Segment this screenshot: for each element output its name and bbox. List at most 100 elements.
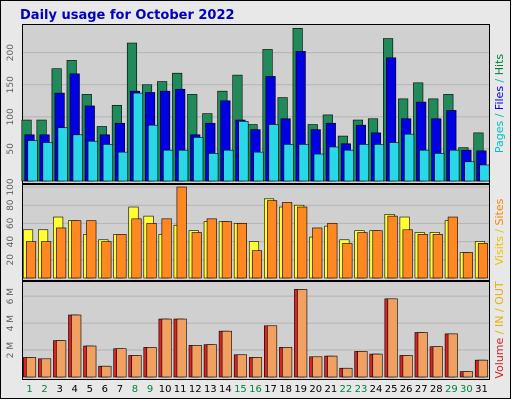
bar-sites-day-20 bbox=[312, 227, 323, 279]
legend-entry: Sites bbox=[493, 198, 506, 225]
bar-pages-day-9 bbox=[147, 124, 159, 182]
bar-out-day-20 bbox=[312, 356, 323, 378]
x-tick-label: 6 bbox=[102, 384, 108, 395]
bar-out-day-1 bbox=[25, 357, 37, 378]
bar-out-day-5 bbox=[86, 345, 97, 378]
x-tick-label: 4 bbox=[72, 384, 78, 395]
x-tick-label: 1 bbox=[26, 384, 32, 395]
bar-pages-day-31 bbox=[479, 164, 490, 182]
bar-out-day-18 bbox=[282, 347, 293, 378]
bar-sites-day-3 bbox=[56, 227, 67, 279]
bar-pages-day-17 bbox=[268, 124, 279, 182]
bar-sites-day-25 bbox=[387, 215, 398, 279]
y-tick-label: 6 M bbox=[6, 288, 16, 304]
bar-pages-day-15 bbox=[238, 121, 249, 182]
bar-pages-day-19 bbox=[298, 144, 309, 182]
bar-out-day-17 bbox=[267, 325, 278, 378]
x-tick-label: 9 bbox=[147, 384, 153, 395]
y-tick-label: 40 bbox=[6, 236, 16, 248]
bar-sites-day-11 bbox=[176, 186, 187, 279]
legend-entry: Visits bbox=[493, 236, 506, 265]
y-tick-label: 150 bbox=[6, 76, 16, 93]
bar-sites-day-29 bbox=[447, 216, 458, 279]
bar-pages-day-1 bbox=[27, 140, 38, 182]
bar-sites-day-15 bbox=[236, 223, 247, 279]
bar-pages-day-24 bbox=[373, 144, 385, 182]
bar-pages-day-10 bbox=[163, 149, 174, 182]
x-tick-label: 5 bbox=[87, 384, 93, 395]
bar-pages-day-18 bbox=[283, 144, 294, 182]
chart-panels: 50 100 150 200 Pages / Files / Hits 20 40 60 80 1… bbox=[6, 24, 506, 380]
x-tick-label: 8 bbox=[132, 384, 138, 395]
bar-pages-day-20 bbox=[313, 153, 324, 182]
bar-out-day-9 bbox=[146, 347, 157, 378]
bar-out-day-15 bbox=[236, 354, 247, 378]
x-tick-label: 16 bbox=[249, 384, 262, 395]
x-tick-label: 29 bbox=[445, 384, 458, 395]
legend-entry: Volume bbox=[493, 337, 506, 378]
y-tick-label: 80 bbox=[6, 199, 16, 211]
legend-entry: / bbox=[493, 305, 506, 316]
bar-pages-day-26 bbox=[404, 133, 415, 182]
bar-out-day-29 bbox=[447, 333, 458, 378]
legend-entry: / bbox=[493, 327, 506, 338]
x-tick-label: 15 bbox=[234, 384, 247, 395]
x-tick-label: 2 bbox=[41, 384, 47, 395]
x-tick-label: 24 bbox=[370, 384, 383, 395]
bar-pages-day-7 bbox=[117, 151, 128, 182]
bar-sites-day-19 bbox=[297, 206, 308, 279]
legend-entry: Hits bbox=[493, 54, 506, 76]
bar-pages-day-23 bbox=[358, 144, 370, 182]
x-tick-label: 30 bbox=[460, 384, 473, 395]
bar-pages-day-5 bbox=[87, 140, 98, 182]
bar-out-day-22 bbox=[342, 367, 353, 378]
x-tick-label: 23 bbox=[355, 384, 368, 395]
bar-pages-day-3 bbox=[57, 127, 68, 182]
bar-sites-day-9 bbox=[146, 223, 157, 279]
bar-pages-day-14 bbox=[223, 149, 234, 182]
y-tick-label: 4 M bbox=[6, 315, 16, 331]
x-tick-label: 20 bbox=[309, 384, 322, 395]
panel-top-legend-label: Pages / Files / Hits bbox=[493, 54, 506, 154]
bar-pages-day-16 bbox=[253, 151, 264, 182]
bar-out-day-2 bbox=[41, 358, 52, 378]
bar-sites-day-22 bbox=[342, 243, 353, 279]
y-tick-label: 60 bbox=[6, 217, 16, 229]
x-tick-label: 11 bbox=[174, 384, 187, 395]
y-tick-label: 100 bbox=[6, 108, 16, 125]
bar-out-day-10 bbox=[161, 318, 172, 378]
x-tick-label: 21 bbox=[324, 384, 337, 395]
bar-sites-day-7 bbox=[116, 234, 127, 279]
x-tick-label: 18 bbox=[279, 384, 292, 395]
panel-bottom-legend-label: Volume / IN / OUT bbox=[493, 281, 506, 379]
bar-out-day-30 bbox=[462, 371, 473, 378]
bar-pages-day-11 bbox=[178, 149, 189, 182]
bar-pages-day-13 bbox=[208, 153, 219, 182]
bar-out-day-23 bbox=[357, 351, 368, 378]
y-tick-label: 100 bbox=[6, 178, 16, 195]
bar-out-day-4 bbox=[71, 314, 82, 378]
x-tick-label: 12 bbox=[189, 384, 202, 395]
bar-sites-day-14 bbox=[221, 221, 232, 279]
bar-pages-day-22 bbox=[343, 149, 354, 182]
y-tick-label: 20 bbox=[6, 254, 16, 266]
panel-middle-legend-label: Visits / Sites bbox=[493, 198, 506, 265]
y-tick-label: 2 M bbox=[6, 342, 16, 358]
bar-out-day-21 bbox=[327, 355, 338, 378]
bar-sites-day-26 bbox=[402, 229, 413, 279]
bar-sites-day-12 bbox=[191, 232, 202, 279]
panel-middle: 20 40 60 80 100 Visits / Sites bbox=[6, 178, 506, 281]
bar-sites-day-4 bbox=[71, 220, 82, 279]
bar-out-day-31 bbox=[477, 359, 489, 378]
bar-out-day-16 bbox=[251, 357, 263, 378]
y-tick-label: 200 bbox=[6, 44, 16, 61]
bar-pages-day-4 bbox=[72, 134, 83, 182]
bar-sites-day-8 bbox=[131, 218, 142, 279]
bar-sites-day-6 bbox=[101, 241, 112, 279]
legend-entry: Pages bbox=[493, 121, 506, 154]
bar-out-day-8 bbox=[131, 355, 142, 378]
panel-bottom: 2 M 4 M 6 M Volume / IN / OUT bbox=[6, 281, 506, 380]
x-tick-label: 17 bbox=[264, 384, 277, 395]
x-axis-labels: 1 2 3 4 5 6 7 8 9 10 11 12 13 14 15 16 17 18 19 20 21 22 23 24 2… bbox=[26, 384, 487, 395]
